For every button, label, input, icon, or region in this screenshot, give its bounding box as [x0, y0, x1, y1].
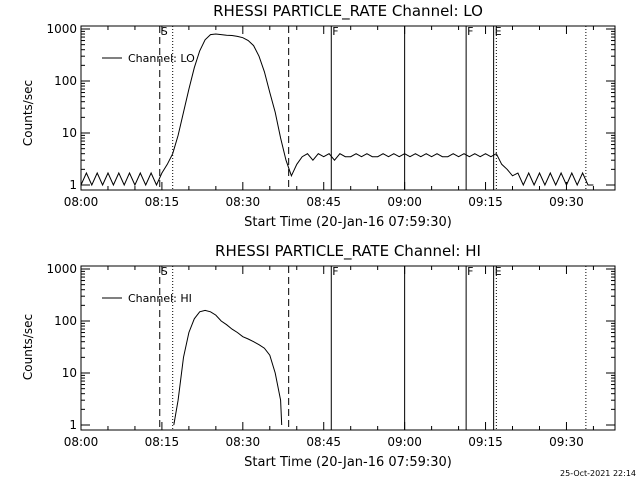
hi-ticks: 08:00 08:15 08:30 08:45 09:00 09:15 09:30 1 10 10…: [46, 262, 615, 449]
lo-x-tick-label: 09:30: [549, 195, 584, 209]
lo-ticks: 08:00 08:15 08:30 08:45 09:00 09:15 09:30 1 10 10…: [46, 22, 615, 209]
hi-plot-frame: [80, 265, 616, 431]
hi-y-tick-label: 10: [62, 366, 77, 380]
lo-x-tick-label: 08:00: [64, 195, 99, 209]
lo-x-tick-label: 09:15: [468, 195, 503, 209]
hi-legend: Channel: HI: [102, 292, 192, 305]
lo-plot-frame: [80, 25, 616, 191]
hi-x-tick-label: 08:45: [306, 435, 341, 449]
lo-time-marker-label: F: [332, 25, 338, 38]
lo-x-tick-label: 09:00: [387, 195, 422, 209]
hi-y-tick-label: 100: [54, 314, 77, 328]
lo-channel-panel: RHESSI PARTICLE_RATE Channel: LO Counts/…: [21, 2, 616, 230]
hi-time-marker-label: F: [467, 265, 473, 278]
lo-y-tick-label: 1000: [46, 22, 77, 36]
hi-time-marker-label: S: [161, 265, 168, 278]
hi-legend-label: Channel: HI: [128, 292, 192, 305]
footer-timestamp: 25-Oct-2021 22:14: [560, 469, 636, 478]
lo-x-tick-label: 08:15: [145, 195, 180, 209]
lo-time-marker-label: E: [495, 25, 502, 38]
lo-legend: Channel: LO: [102, 52, 195, 65]
hi-y-tick-label: 1000: [46, 262, 77, 276]
lo-x-tick-label: 08:30: [226, 195, 261, 209]
hi-chart-title: RHESSI PARTICLE_RATE Channel: HI: [215, 242, 481, 261]
hi-x-tick-label: 08:00: [64, 435, 99, 449]
lo-y-tick-label: 1: [69, 178, 77, 192]
hi-x-tick-label: 09:00: [387, 435, 422, 449]
hi-x-tick-label: 09:15: [468, 435, 503, 449]
lo-series-line: [80, 33, 594, 187]
hi-y-axis-label: Counts/sec: [21, 314, 35, 380]
lo-legend-label: Channel: LO: [128, 52, 195, 65]
lo-y-tick-label: 100: [54, 74, 77, 88]
hi-time-marker-label: F: [332, 265, 338, 278]
hi-y-tick-label: 1: [69, 418, 77, 432]
lo-time-marker-label: F: [467, 25, 473, 38]
lo-y-tick-label: 10: [62, 126, 77, 140]
hi-x-tick-label: 08:30: [226, 435, 261, 449]
hi-series-line: [173, 309, 283, 426]
lo-x-axis-label: Start Time (20-Jan-16 07:59:30): [244, 215, 452, 230]
lo-chart-title: RHESSI PARTICLE_RATE Channel: LO: [213, 2, 483, 21]
hi-x-tick-label: 09:30: [549, 435, 584, 449]
hi-channel-panel: RHESSI PARTICLE_RATE Channel: HI Counts/…: [21, 242, 616, 470]
lo-time-marker-label: S: [161, 25, 168, 38]
hi-x-axis-label: Start Time (20-Jan-16 07:59:30): [244, 455, 452, 470]
hi-x-tick-label: 08:15: [145, 435, 180, 449]
lo-x-tick-label: 08:45: [306, 195, 341, 209]
hi-time-marker-label: E: [495, 265, 502, 278]
lo-y-axis-label: Counts/sec: [21, 80, 35, 146]
